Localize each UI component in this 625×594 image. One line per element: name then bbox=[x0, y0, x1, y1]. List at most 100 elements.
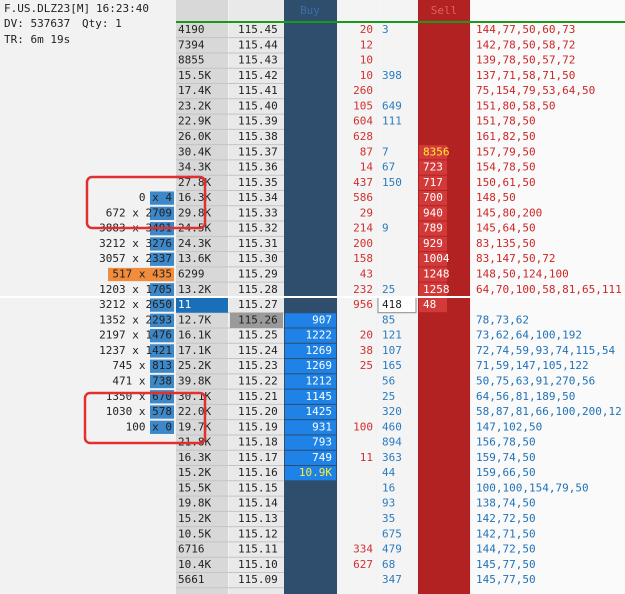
ask-volume: 107 bbox=[382, 344, 402, 357]
price: 115.37 bbox=[238, 145, 278, 158]
trade-list: 71,59,147,105,122 bbox=[476, 359, 589, 372]
ask-volume: 7 bbox=[382, 145, 389, 158]
volume: 11 bbox=[178, 298, 191, 311]
buy-cell bbox=[285, 435, 336, 450]
bid-ask-ratio: 517 x 435 bbox=[112, 268, 172, 281]
buy-cell bbox=[285, 328, 336, 343]
trade-list: 151,80,58,50 bbox=[476, 99, 555, 112]
bid-ask-ratio: 2197 x 1476 bbox=[99, 329, 172, 342]
trade-list: 145,77,50 bbox=[476, 558, 536, 571]
volume: 24.3K bbox=[178, 237, 211, 250]
price: 115.13 bbox=[238, 512, 278, 525]
trade-list: 64,70,100,58,81,65,111 bbox=[476, 283, 622, 296]
trade-list: 150,61,50 bbox=[476, 176, 536, 189]
price: 115.22 bbox=[238, 374, 278, 387]
ratio-bar bbox=[150, 329, 174, 343]
price: 115.45 bbox=[238, 23, 278, 36]
volume: 16.3K bbox=[178, 191, 211, 204]
bid-volume: 10 bbox=[360, 69, 373, 82]
bid-volume: 604 bbox=[353, 115, 373, 128]
ask-volume: 479 bbox=[382, 543, 402, 556]
price: 115.43 bbox=[238, 54, 278, 67]
highlight-box bbox=[85, 175, 207, 230]
sell-cell bbox=[419, 175, 447, 190]
sell-cell bbox=[419, 190, 447, 206]
volume: 13.2K bbox=[178, 283, 211, 296]
buy-size: 1425 bbox=[306, 405, 333, 418]
bid-ask-ratio: 1030 x 578 bbox=[106, 405, 172, 418]
ask-volume: 9 bbox=[382, 222, 389, 235]
sell-size: 940 bbox=[423, 206, 443, 219]
trade-list: 100,100,154,79,50 bbox=[476, 481, 589, 494]
volume: 15.5K bbox=[178, 69, 211, 82]
price: 115.11 bbox=[238, 543, 278, 556]
trade-list: 145,80,200 bbox=[476, 206, 542, 219]
ask-volume: 121 bbox=[382, 329, 402, 342]
ratio-bar bbox=[150, 405, 174, 419]
trade-list: 144,72,50 bbox=[476, 543, 536, 556]
trade-list: 72,74,59,93,74,115,54 bbox=[476, 344, 615, 357]
bid-volume: 628 bbox=[353, 130, 373, 143]
trade-list: 142,78,50,58,72 bbox=[476, 38, 575, 51]
bid-volume: 158 bbox=[353, 252, 373, 265]
volume: 6299 bbox=[178, 268, 205, 281]
trade-list: 138,74,50 bbox=[476, 497, 536, 510]
bid-volume: 12 bbox=[360, 38, 373, 51]
bid-volume: 20 bbox=[360, 23, 373, 36]
buy-header[interactable]: Buy bbox=[300, 4, 320, 17]
sell-header[interactable]: Sell bbox=[431, 4, 458, 17]
trade-list: 144,77,50,60,73 bbox=[476, 23, 575, 36]
volume: 22.0K bbox=[178, 405, 211, 418]
quantity: Qty: 1 bbox=[82, 17, 122, 30]
bid-volume: 956 bbox=[353, 298, 373, 311]
sell-cell bbox=[419, 145, 447, 160]
bid-volume: 214 bbox=[353, 222, 373, 235]
buy-cell bbox=[285, 313, 336, 328]
buy-cell bbox=[285, 420, 336, 435]
ask-volume: 56 bbox=[382, 374, 395, 387]
price: 115.31 bbox=[238, 237, 278, 250]
volume: 15.5K bbox=[178, 481, 211, 494]
ask-volume: 85 bbox=[382, 313, 395, 326]
trade-list: 161,82,50 bbox=[476, 130, 536, 143]
price: 115.44 bbox=[238, 38, 278, 51]
sell-size: 723 bbox=[423, 161, 443, 174]
bid-volume: 87 bbox=[360, 145, 373, 158]
volume: 17.1K bbox=[178, 344, 211, 357]
bid-volume: 25 bbox=[360, 359, 373, 372]
bid-ask-ratio: 1352 x 2293 bbox=[99, 313, 172, 326]
price: 115.21 bbox=[238, 390, 278, 403]
bid-ask-ratio: 3212 x 2650 bbox=[99, 298, 172, 311]
ask-volume: 25 bbox=[382, 283, 395, 296]
trade-list: 145,64,50 bbox=[476, 222, 536, 235]
sell-cell bbox=[419, 206, 447, 221]
ask-volume: 675 bbox=[382, 527, 402, 540]
ask-volume: 460 bbox=[382, 420, 402, 433]
buy-size: 1269 bbox=[306, 344, 333, 357]
sell-cell bbox=[419, 267, 447, 282]
bid-volume: 10 bbox=[360, 54, 373, 67]
volume: 7394 bbox=[178, 38, 205, 51]
volume: 17.4K bbox=[178, 84, 211, 97]
sell-size: 48 bbox=[423, 298, 436, 311]
bid-ask-ratio: 3057 x 2337 bbox=[99, 252, 172, 265]
volume: 30.4K bbox=[178, 145, 211, 158]
buy-cell bbox=[285, 466, 336, 481]
ask-volume: 320 bbox=[382, 405, 402, 418]
price: 115.24 bbox=[238, 344, 278, 357]
volume: 19.7K bbox=[178, 420, 211, 433]
buy-cell bbox=[285, 450, 336, 466]
sell-size: 700 bbox=[423, 191, 443, 204]
bid-ask-ratio: 672 x 2709 bbox=[106, 206, 172, 219]
price: 115.14 bbox=[238, 497, 278, 510]
trade-list: 147,102,50 bbox=[476, 420, 542, 433]
trade-list: 142,71,50 bbox=[476, 527, 536, 540]
price: 115.34 bbox=[238, 191, 278, 204]
buy-size: 10.9K bbox=[299, 466, 332, 479]
price: 115.38 bbox=[238, 130, 278, 143]
price: 115.33 bbox=[238, 206, 278, 219]
bid-ask-ratio: 100 x 0 bbox=[126, 420, 172, 433]
price: 115.42 bbox=[238, 69, 278, 82]
ask-volume: 68 bbox=[382, 558, 395, 571]
